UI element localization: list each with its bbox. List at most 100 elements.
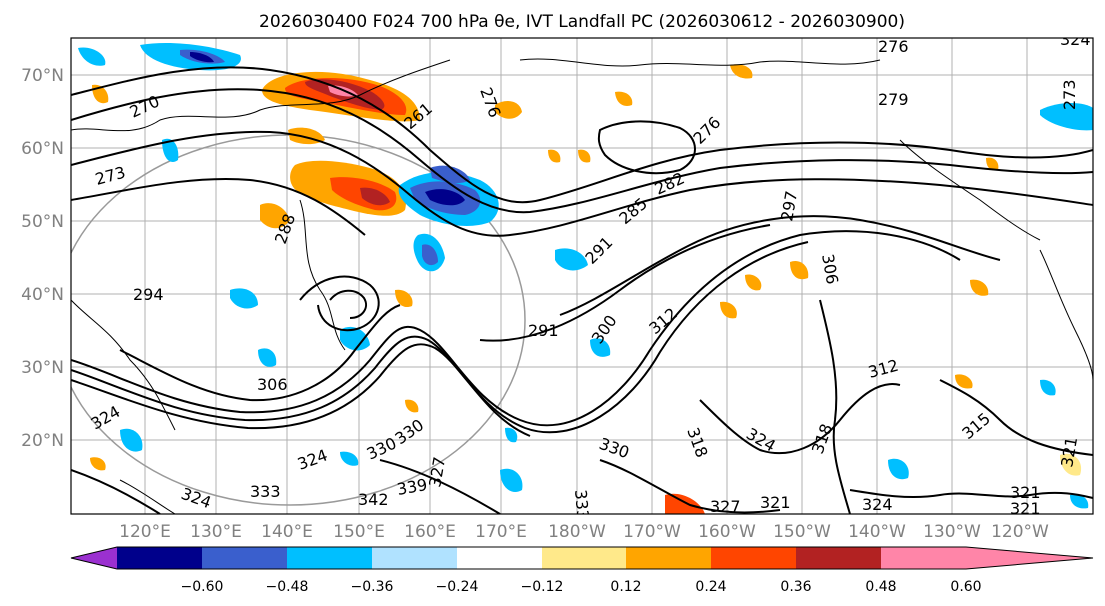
contour-label: 333 [250, 482, 281, 501]
lat-label: 20°N [21, 431, 64, 451]
lon-label: 170°W [623, 522, 681, 542]
contour-label: 306 [257, 375, 288, 394]
negative-patch [590, 338, 611, 357]
lon-label: 180°W [548, 522, 606, 542]
colorbar-tick-label: −0.24 [436, 579, 479, 595]
colorbar-tick-label: −0.36 [351, 579, 394, 595]
colorbar-segment [117, 547, 202, 569]
positive-patch [720, 301, 737, 319]
negative-patch [1070, 494, 1089, 509]
lon-label: 130°W [923, 522, 981, 542]
colorbar-segment [457, 547, 542, 569]
positive-patch [986, 157, 999, 171]
lat-label: 30°N [21, 358, 64, 378]
contour-label: 321 [1010, 499, 1041, 518]
negative-patch [555, 248, 588, 271]
lat-label: 70°N [21, 66, 64, 86]
positive-patch [665, 493, 705, 514]
colorbar-tick-label: 0.60 [950, 579, 981, 595]
colorbar-tick-label: 0.12 [610, 579, 641, 595]
colorbar-tick-label: 0.36 [780, 579, 811, 595]
negative-patch [500, 468, 523, 492]
lon-label: 150°W [773, 522, 831, 542]
colorbar-extend-high [966, 547, 1093, 569]
positive-patch [360, 187, 390, 206]
colorbar-segment [542, 547, 626, 569]
positive-patch [970, 279, 989, 296]
contour-label: 333 [571, 489, 593, 521]
positive-patch [260, 203, 290, 229]
positive-patch [405, 399, 419, 413]
colorbar-tick-label: −0.48 [266, 579, 309, 595]
positive-patch [745, 274, 762, 291]
lat-label: 50°N [21, 212, 64, 232]
negative-patch [162, 138, 179, 162]
negative-patch [78, 47, 106, 66]
lon-label: 120°E [119, 522, 171, 542]
lon-label: 140°E [261, 522, 313, 542]
contour-label: 324 [862, 495, 893, 514]
contour-label: 273 [1060, 79, 1079, 110]
colorbar: −0.60 −0.48 −0.36 −0.24 −0.12 0.12 0.24 … [70, 546, 1094, 595]
colorbar-tick-label: 0.48 [865, 579, 896, 595]
positive-patch [1060, 453, 1082, 476]
contour-label: 291 [528, 321, 559, 340]
gridlines [71, 38, 1093, 514]
colorbar-outline [70, 546, 1094, 570]
contour-label: 321 [1010, 483, 1041, 502]
negative-patch [1040, 379, 1056, 396]
negative-patch [340, 326, 370, 351]
contour-label: 324 [1060, 30, 1091, 49]
negative-patch [258, 348, 277, 367]
positive-patch [578, 149, 591, 163]
positive-patch [395, 289, 413, 308]
negative-patch [1040, 103, 1093, 131]
lon-label: 170°E [475, 522, 527, 542]
contour-label: 279 [878, 90, 909, 109]
positive-patch [495, 100, 522, 119]
shaded-anomaly-patches [78, 43, 1093, 514]
positive-patch [730, 64, 753, 79]
map-title: 2026030400 F024 700 hPa θe, IVT Landfall… [259, 12, 905, 32]
lon-label: 140°W [848, 522, 906, 542]
negative-patch [190, 52, 214, 63]
map-frame [70, 37, 1094, 515]
colorbar-tick-label: 0.24 [695, 579, 726, 595]
positive-patch [90, 457, 106, 471]
contour-lines [71, 66, 1093, 514]
colorbar-segment [796, 547, 881, 569]
colorbar-segment [202, 547, 287, 569]
lon-label: 130°E [190, 522, 242, 542]
colorbar-tick-label: −0.60 [181, 579, 224, 595]
lon-label: 150°E [333, 522, 385, 542]
lon-label: 160°W [698, 522, 756, 542]
map-background [71, 38, 1093, 514]
positive-patch [790, 260, 809, 280]
positive-patch [955, 374, 973, 389]
negative-patch [425, 189, 465, 206]
colorbar-segment [287, 547, 372, 569]
lon-label: 160°E [404, 522, 456, 542]
negative-patch [120, 428, 143, 452]
contour-label: 276 [878, 37, 909, 56]
negative-patch [230, 288, 258, 309]
latitude-labels: 70°N 60°N 50°N 40°N 30°N 20°N [21, 66, 64, 451]
colorbar-ticks: −0.60 −0.48 −0.36 −0.24 −0.12 0.12 0.24 … [181, 579, 982, 595]
contour-label: 327 [710, 497, 741, 516]
positive-patch [548, 149, 561, 163]
positive-patch [615, 91, 633, 106]
negative-patch [505, 427, 518, 443]
colorbar-segment [626, 547, 711, 569]
lat-label: 40°N [21, 285, 64, 305]
map-panel: 276 270 279 273 276 276 273 261 282 285 … [70, 30, 1094, 521]
colorbar-tick-label: −0.12 [521, 579, 564, 595]
negative-patch [888, 458, 909, 480]
contour-label: 294 [133, 285, 164, 304]
longitude-labels: 120°E 130°E 140°E 150°E 160°E 170°E 180°… [119, 522, 1049, 542]
lat-label: 60°N [21, 139, 64, 159]
negative-patch [430, 165, 470, 184]
negative-patch [422, 244, 438, 266]
coastlines [71, 58, 1093, 514]
contour-labels: 276 270 279 273 276 276 273 261 282 285 … [88, 30, 1091, 521]
